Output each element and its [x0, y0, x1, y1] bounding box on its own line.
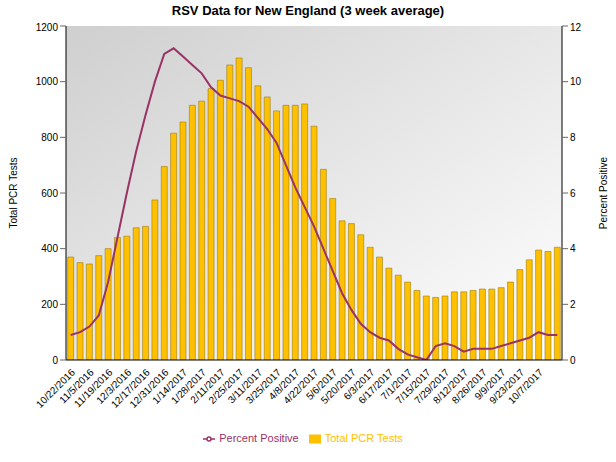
svg-text:12/31/2016: 12/31/2016	[127, 366, 171, 410]
svg-text:600: 600	[41, 188, 58, 199]
svg-text:8/26/2017: 8/26/2017	[449, 366, 489, 406]
svg-text:12: 12	[570, 22, 582, 33]
svg-text:7/29/2017: 7/29/2017	[412, 366, 452, 406]
svg-text:6/3/2017: 6/3/2017	[341, 366, 377, 402]
svg-text:11/5/2016: 11/5/2016	[57, 366, 96, 406]
svg-text:11/19/2016: 11/19/2016	[71, 366, 115, 410]
svg-text:5/6/2017: 5/6/2017	[303, 366, 340, 402]
svg-text:3/11/2017: 3/11/2017	[225, 366, 265, 406]
svg-text:2/25/2017: 2/25/2017	[206, 366, 246, 406]
svg-text:Percent Positive: Percent Positive	[598, 156, 608, 229]
svg-text:400: 400	[41, 243, 58, 254]
svg-text:Total PCR Tests: Total PCR Tests	[8, 158, 19, 229]
svg-text:2: 2	[570, 299, 576, 310]
svg-text:10/7/2017: 10/7/2017	[506, 366, 546, 406]
svg-text:200: 200	[41, 299, 58, 310]
svg-text:7/1/2017: 7/1/2017	[378, 366, 414, 402]
svg-text:1200: 1200	[36, 22, 59, 33]
svg-text:2/11/2017: 2/11/2017	[188, 366, 227, 406]
svg-text:8/12/2017: 8/12/2017	[430, 366, 471, 406]
svg-text:12/17/2016: 12/17/2016	[108, 366, 152, 410]
svg-text:6/17/2017: 6/17/2017	[356, 366, 396, 406]
html-text:Percent Positive: Percent Positive	[219, 432, 299, 444]
svg-text:9/9/2017: 9/9/2017	[472, 366, 508, 402]
svg-text:0: 0	[52, 355, 58, 366]
svg-text:1000: 1000	[36, 76, 59, 87]
svg-text:10/22/2016: 10/22/2016	[33, 366, 78, 410]
svg-text:3/25/2017: 3/25/2017	[243, 366, 283, 406]
svg-text:4: 4	[570, 243, 576, 254]
svg-text:10: 10	[570, 76, 582, 87]
svg-text:0: 0	[570, 355, 576, 366]
svg-text:1/14/2017: 1/14/2017	[150, 366, 190, 406]
svg-text:1/28/2017: 1/28/2017	[168, 366, 209, 406]
svg-text:5/20/2017: 5/20/2017	[318, 366, 358, 406]
html-text:RSV Data for New England (3 we: RSV Data for New England (3 week average…	[171, 3, 445, 18]
svg-text:800: 800	[41, 132, 58, 143]
html-text:Total PCR Tests: Total PCR Tests	[324, 432, 403, 444]
svg-text:7/15/2017: 7/15/2017	[393, 366, 433, 406]
svg-text:4/8/2017: 4/8/2017	[266, 366, 302, 402]
svg-text:4/22/2017: 4/22/2017	[281, 366, 321, 406]
svg-text:9/23/2017: 9/23/2017	[487, 366, 527, 406]
svg-text:6: 6	[570, 188, 576, 199]
svg-text:12/3/2016: 12/3/2016	[94, 366, 134, 406]
svg-text:8: 8	[570, 132, 576, 143]
